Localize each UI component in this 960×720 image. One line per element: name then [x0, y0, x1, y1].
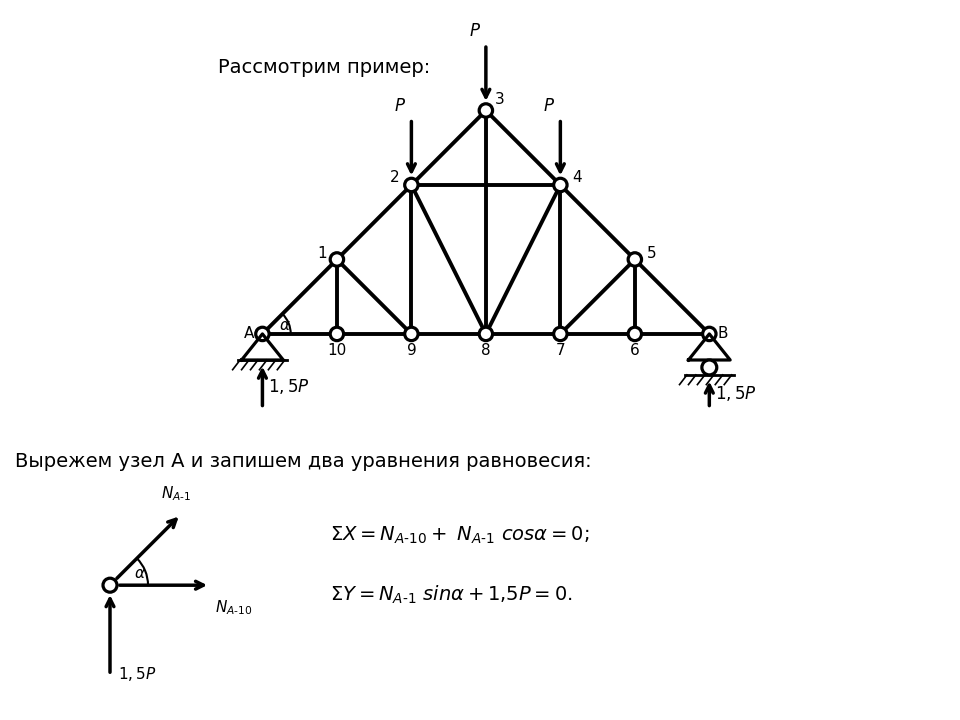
Circle shape	[405, 179, 419, 192]
Circle shape	[103, 578, 117, 592]
Text: 10: 10	[327, 343, 347, 358]
Polygon shape	[688, 334, 731, 360]
Text: B: B	[717, 326, 728, 341]
Circle shape	[703, 327, 716, 341]
Circle shape	[628, 327, 641, 341]
Text: $N_{A\text{-}10}$: $N_{A\text{-}10}$	[215, 598, 252, 617]
Text: $\Sigma Y = N_{A\text{-}1}\ sin\alpha + 1{,}5P = 0.$: $\Sigma Y = N_{A\text{-}1}\ sin\alpha + …	[330, 584, 572, 606]
Circle shape	[330, 253, 344, 266]
Circle shape	[479, 104, 492, 117]
Text: $P$: $P$	[468, 22, 481, 40]
Text: Рассмотрим пример:: Рассмотрим пример:	[218, 58, 430, 77]
Polygon shape	[242, 334, 283, 360]
Text: 2: 2	[390, 170, 399, 185]
Circle shape	[479, 327, 492, 341]
Text: $1,5P$: $1,5P$	[269, 377, 310, 395]
Circle shape	[702, 360, 717, 375]
Circle shape	[255, 327, 269, 341]
Text: 6: 6	[630, 343, 639, 358]
Circle shape	[554, 179, 567, 192]
Text: $P$: $P$	[543, 97, 555, 115]
Text: $\alpha$: $\alpha$	[134, 566, 146, 581]
Text: 7: 7	[556, 343, 565, 358]
Text: $\Sigma X = N_{A\text{-}10}+\ N_{A\text{-}1}\ cos\alpha = 0;$: $\Sigma X = N_{A\text{-}10}+\ N_{A\text{…	[330, 525, 589, 546]
Text: 9: 9	[406, 343, 417, 358]
Text: 4: 4	[572, 170, 582, 185]
Circle shape	[330, 327, 344, 341]
Circle shape	[628, 253, 641, 266]
Text: A: A	[244, 326, 254, 341]
Circle shape	[405, 327, 419, 341]
Text: 3: 3	[494, 92, 504, 107]
Text: $\alpha$: $\alpha$	[279, 318, 291, 333]
Circle shape	[554, 327, 567, 341]
Text: $P$: $P$	[395, 97, 406, 115]
Text: $N_{A\text{-}1}$: $N_{A\text{-}1}$	[160, 484, 191, 503]
Text: $1,5P$: $1,5P$	[715, 384, 757, 403]
Text: $1,5P$: $1,5P$	[118, 665, 156, 683]
Text: 1: 1	[317, 246, 326, 261]
Text: 5: 5	[646, 246, 656, 261]
Text: 8: 8	[481, 343, 491, 358]
Text: Вырежем узел А и запишем два уравнения равновесия:: Вырежем узел А и запишем два уравнения р…	[15, 452, 591, 472]
